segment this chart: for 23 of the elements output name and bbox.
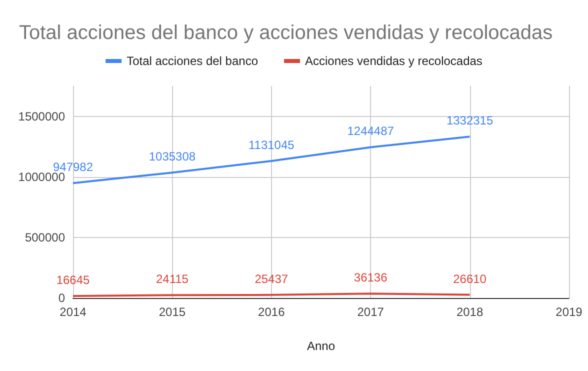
chart-title: Total acciones del banco y acciones vendidas y recolocadas [19,22,553,44]
y-tick-label: 1500000 [18,109,66,124]
data-label: 24115 [156,272,189,286]
legend-label: Acciones vendidas y recolocadas [304,54,482,68]
data-label: 25437 [254,272,288,286]
legend-label: Total acciones del banco [126,54,258,68]
x-tick-label: 2017 [357,305,384,319]
data-label: 1332315 [446,114,494,128]
data-label: 1244487 [347,124,394,138]
x-axis-title: Anno [306,339,336,353]
data-label: 1035308 [148,150,196,164]
x-tick-label: 2016 [258,305,286,319]
data-label: 36136 [354,270,388,285]
x-tick-label: 2019 [556,305,583,319]
x-tick-label: 2018 [456,305,484,319]
y-tick-label: 500000 [24,230,66,244]
x-tick-label: 2014 [60,305,87,319]
x-tick-label: 2015 [158,305,186,319]
y-tick-label: 0 [58,291,66,305]
y-tick-label: 1000000 [18,170,66,184]
data-label: 26610 [453,272,487,286]
data-label: 1131045 [248,138,295,152]
data-label: 16645 [56,272,90,287]
